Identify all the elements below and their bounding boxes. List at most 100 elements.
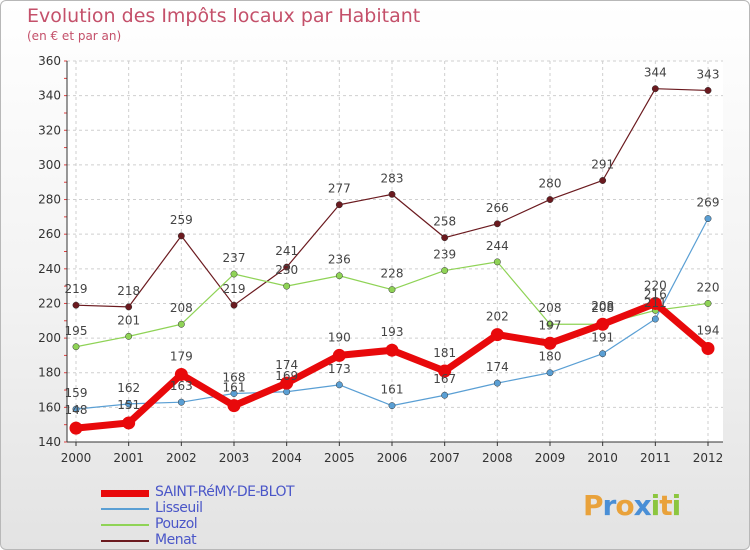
data-label: 208 <box>539 301 562 315</box>
logo-letter: i <box>671 489 682 522</box>
data-label: 167 <box>433 372 456 386</box>
data-label: 179 <box>170 349 193 363</box>
x-tick-label: 2011 <box>640 451 671 465</box>
logo-letter: o <box>615 489 634 522</box>
data-point <box>332 348 346 362</box>
data-label: 148 <box>65 403 88 417</box>
data-point <box>335 272 343 280</box>
data-label: 236 <box>328 253 351 267</box>
data-label: 258 <box>433 215 456 229</box>
logo-letter: i <box>650 489 661 522</box>
data-label: 208 <box>170 301 193 315</box>
legend-label-saint-remy: SAINT-RéMY-DE-BLOT <box>155 484 295 500</box>
data-point <box>230 301 238 309</box>
data-point <box>546 369 554 377</box>
data-point <box>177 232 185 240</box>
legend-item-menat: Menat <box>101 532 401 549</box>
data-point <box>388 402 396 410</box>
data-label: 190 <box>328 330 351 344</box>
chart-legend: SAINT-RéMY-DE-BLOT Lisseuil Pouzol Menat <box>101 484 401 549</box>
data-point <box>122 416 136 430</box>
data-point <box>227 399 241 413</box>
data-label: 269 <box>697 196 720 210</box>
data-label: 174 <box>486 360 509 374</box>
data-point <box>72 343 80 351</box>
data-label: 239 <box>433 248 456 262</box>
data-point <box>441 234 449 242</box>
data-point <box>177 398 185 406</box>
data-point <box>493 220 501 228</box>
data-point <box>648 296 662 310</box>
data-label: 162 <box>117 381 140 395</box>
data-label: 201 <box>117 313 140 327</box>
data-label: 228 <box>381 267 404 281</box>
data-label: 181 <box>433 346 456 360</box>
x-tick-label: 2005 <box>324 451 355 465</box>
data-label: 277 <box>328 182 351 196</box>
data-label: 174 <box>275 358 298 372</box>
legend-swatch-pouzol <box>101 524 149 526</box>
data-label: 344 <box>644 66 667 80</box>
data-point <box>546 196 554 203</box>
data-point <box>596 317 610 331</box>
data-point <box>493 379 501 387</box>
x-tick-label: 2012 <box>693 451 724 465</box>
logo-letter: t <box>659 489 672 522</box>
data-label: 230 <box>275 263 298 277</box>
data-label: 173 <box>328 362 351 376</box>
x-tick-label: 2008 <box>482 451 513 465</box>
data-label: 161 <box>223 381 246 395</box>
x-tick-label: 2003 <box>219 451 250 465</box>
logo-letter: x <box>633 489 652 522</box>
data-point <box>335 201 343 209</box>
y-tick-label: 320 <box>38 123 61 137</box>
data-label: 291 <box>591 157 614 171</box>
data-label: 159 <box>65 386 88 400</box>
x-tick-label: 2000 <box>61 451 92 465</box>
data-label: 197 <box>539 318 562 332</box>
x-tick-label: 2002 <box>166 451 197 465</box>
data-point <box>704 215 712 223</box>
proxiti-logo: Proxiti <box>583 489 682 522</box>
x-tick-label: 2001 <box>113 451 144 465</box>
data-label: 169 <box>275 369 298 383</box>
data-point <box>283 282 291 290</box>
data-label: 259 <box>170 213 193 227</box>
data-label: 216 <box>644 287 667 301</box>
data-point <box>280 376 294 390</box>
data-label: 208 <box>591 299 614 313</box>
data-point <box>388 286 396 294</box>
x-tick-label: 2004 <box>271 451 302 465</box>
legend-swatch-saint-remy <box>101 490 149 497</box>
data-point <box>543 336 557 350</box>
data-point <box>599 350 607 358</box>
legend-swatch-menat <box>101 540 149 542</box>
data-label: 211 <box>644 296 667 310</box>
data-point <box>69 421 83 435</box>
data-label: 283 <box>381 171 404 185</box>
logo-letter: P <box>583 489 604 522</box>
data-label: 244 <box>486 239 509 253</box>
data-point <box>72 405 80 413</box>
chart-subtitle: (en € et par an) <box>27 29 122 43</box>
data-point <box>651 315 659 323</box>
y-tick-label: 300 <box>38 158 61 172</box>
data-label: 194 <box>697 323 720 337</box>
data-label: 219 <box>65 282 88 296</box>
data-point <box>230 390 238 397</box>
y-tick-label: 160 <box>38 400 61 414</box>
legend-label-pouzol: Pouzol <box>155 516 198 532</box>
x-tick-label: 2007 <box>429 451 460 465</box>
legend-label-lisseuil: Lisseuil <box>155 500 203 516</box>
data-point <box>704 86 712 94</box>
y-tick-label: 200 <box>38 331 61 345</box>
data-label: 220 <box>697 280 720 294</box>
data-point <box>490 328 504 342</box>
x-tick-label: 2009 <box>535 451 566 465</box>
data-point <box>385 343 399 357</box>
legend-swatch-lisseuil <box>101 508 149 510</box>
data-label: 161 <box>381 383 404 397</box>
data-point <box>174 367 188 381</box>
y-tick-label: 140 <box>38 435 61 449</box>
